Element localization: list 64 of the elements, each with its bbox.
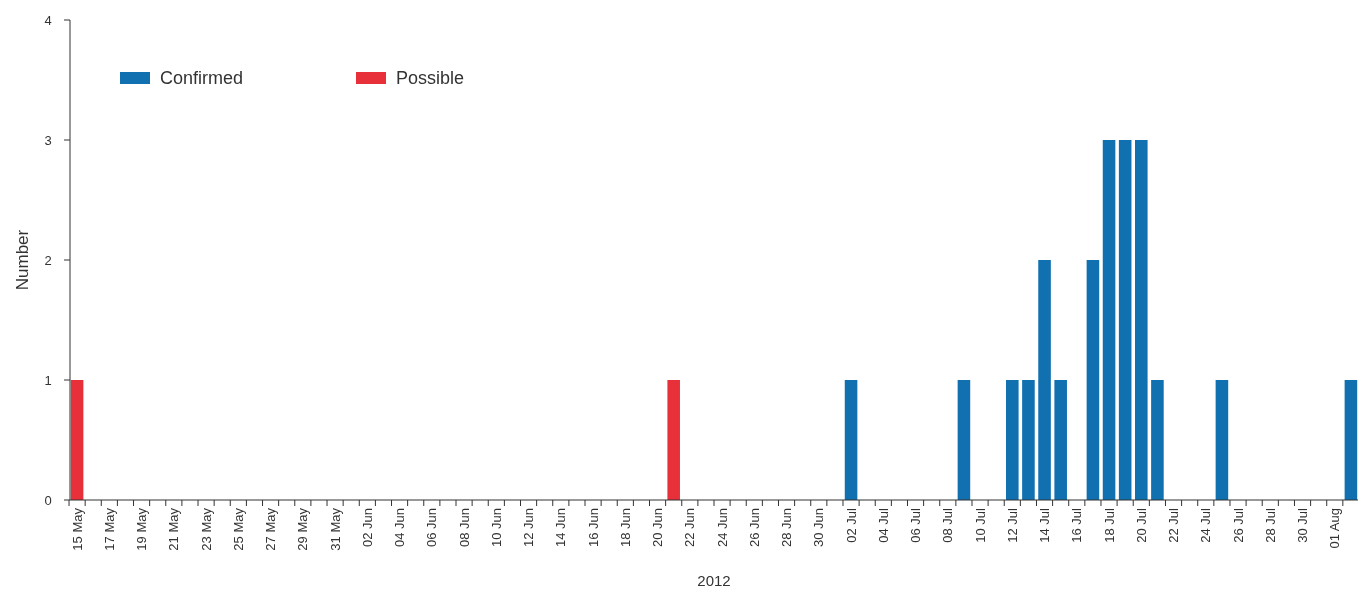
y-tick-label: 0 — [44, 492, 52, 508]
x-tick-label: 06 Jun — [424, 508, 440, 548]
x-tick-label: 22 Jun — [682, 508, 698, 548]
x-tick-label: 18 Jul — [1101, 507, 1117, 543]
x-tick-label: 10 Jul — [972, 507, 988, 543]
bar — [1022, 380, 1035, 500]
x-tick-label: 20 Jul — [1133, 507, 1149, 543]
x-tick-label: 21 May — [166, 507, 182, 551]
x-tick-label: 16 Jun — [585, 508, 601, 548]
legend-label: Confirmed — [160, 68, 244, 89]
bar — [1038, 260, 1051, 500]
x-tick-label: 15 May — [69, 507, 85, 551]
x-tick-label: 24 Jun — [714, 508, 730, 548]
bar — [70, 380, 84, 500]
x-tick-label: 27 May — [263, 507, 279, 551]
x-tick-label: 25 May — [230, 507, 246, 551]
y-tick-label: 4 — [44, 12, 52, 28]
bar — [1344, 380, 1358, 500]
x-tick-label: 20 Jun — [650, 508, 666, 548]
x-tick-label: 16 Jul — [1069, 507, 1085, 543]
bar — [1086, 260, 1100, 500]
x-axis-title: 2012 — [697, 572, 731, 589]
x-tick-label: 08 Jul — [940, 507, 956, 543]
x-tick-label: 29 May — [295, 507, 311, 551]
bar — [1135, 140, 1148, 500]
bar — [1102, 140, 1116, 500]
bar — [1151, 380, 1164, 500]
bar — [1054, 380, 1067, 500]
x-tick-label: 28 Jul — [1262, 507, 1278, 543]
x-tick-label: 12 Jun — [521, 508, 537, 548]
bar — [844, 380, 858, 500]
x-tick-label: 30 Jul — [1295, 507, 1311, 543]
x-tick-label: 18 Jun — [617, 508, 633, 548]
bar — [1118, 140, 1132, 500]
y-tick-label: 2 — [44, 252, 52, 268]
x-tick-label: 10 Jun — [488, 508, 504, 548]
x-tick-label: 19 May — [134, 507, 150, 551]
bar — [667, 380, 680, 500]
x-tick-label: 23 May — [198, 507, 214, 551]
bar — [1215, 380, 1229, 500]
x-tick-label: 30 Jun — [811, 508, 827, 548]
y-axis-title: Number — [13, 229, 32, 291]
bar — [957, 380, 971, 500]
x-tick-label: 26 Jul — [1230, 507, 1246, 543]
x-tick-label: 14 Jun — [553, 508, 569, 548]
x-tick-label: 02 Jul — [843, 507, 859, 543]
x-tick-label: 02 Jun — [359, 508, 375, 548]
x-tick-label: 06 Jul — [908, 507, 924, 543]
bar — [1006, 380, 1019, 500]
x-tick-label: 28 Jun — [779, 508, 795, 548]
x-tick-label: 14 Jul — [1037, 507, 1053, 543]
x-tick-label: 01 Aug — [1327, 508, 1343, 549]
x-tick-label: 31 May — [327, 507, 343, 551]
x-tick-label: 26 Jun — [746, 508, 762, 548]
x-tick-label: 17 May — [101, 507, 117, 551]
x-tick-label: 08 Jun — [456, 508, 472, 548]
x-tick-label: 04 Jun — [392, 508, 408, 548]
x-tick-label: 22 Jul — [1166, 507, 1182, 543]
y-tick-label: 1 — [44, 372, 52, 388]
legend-label: Possible — [396, 68, 465, 89]
y-tick-label: 3 — [44, 132, 52, 148]
x-tick-label: 24 Jul — [1198, 507, 1214, 543]
x-tick-label: 12 Jul — [1004, 507, 1020, 543]
x-tick-label: 04 Jul — [875, 507, 891, 543]
